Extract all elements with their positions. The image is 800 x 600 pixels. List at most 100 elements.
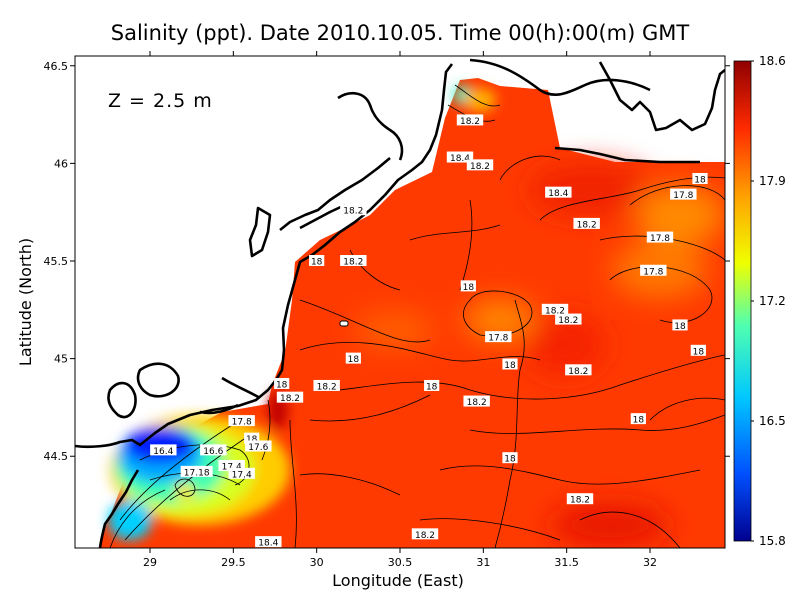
contour-line (261, 399, 271, 461)
danube-delta-arm-1 (199, 403, 239, 415)
chart-title: Salinity (ppt). Date 2010.10.05. Time 00… (111, 21, 690, 45)
contour-label-box (485, 331, 512, 343)
contour-label: 18.4 (450, 154, 470, 164)
contour-label-box (541, 303, 569, 315)
contour-label: 18.2 (570, 496, 590, 506)
contour-label: 17.8 (673, 191, 693, 201)
x-axis: 29 29.5 30 30.5 31 31.5 32 (143, 51, 657, 569)
razelm-lagoon (107, 381, 137, 419)
contour-label: 17.8 (643, 267, 663, 277)
contour-label-box (309, 255, 325, 266)
contour-label-box (460, 280, 476, 292)
contour-label: 18.2 (343, 207, 363, 217)
y-tick-label: 46.5 (44, 60, 69, 73)
contour-label-box (228, 415, 255, 427)
plot-area (75, 56, 725, 548)
contour-label-box (502, 358, 518, 370)
danube-delta-arm-2 (221, 376, 261, 400)
contour-label: 17.4 (232, 470, 252, 480)
colorbar: 15.8 16.5 17.2 17.9 18.6 (733, 54, 786, 548)
contour-line (124, 434, 251, 541)
kherson-coast (469, 58, 651, 96)
contour-label-box (646, 231, 674, 243)
contour-line (309, 394, 431, 422)
contour-label: 18.4 (258, 539, 278, 549)
contour-label: 17.8 (650, 234, 670, 244)
coastline-main (75, 63, 454, 449)
x-tick-label: 29.5 (221, 556, 246, 569)
tiny-island (339, 320, 349, 327)
contour-line (499, 155, 561, 181)
contour-label: 18 (463, 283, 475, 293)
lake-sasyk (248, 206, 272, 258)
x-tick-label: 30 (310, 556, 324, 569)
contour-label: 18 (504, 455, 516, 465)
x-tick-label: 31 (476, 556, 490, 569)
contour-label: 17.6 (248, 443, 268, 453)
y-tick-label: 45 (54, 353, 68, 366)
contour-label-box (150, 444, 177, 456)
contour-line (454, 84, 501, 107)
contour-label: 18.4 (548, 189, 568, 199)
contour-label-box (228, 467, 255, 479)
contour-label: 18.2 (460, 117, 480, 127)
contour-label-box (218, 460, 245, 471)
inland-coast-1 (279, 157, 391, 232)
contour-line (609, 266, 713, 324)
colorbar-tick-label: 17.2 (759, 294, 786, 308)
contour-line (469, 414, 725, 434)
contour-label-box (345, 352, 361, 364)
contour-label: 18.2 (415, 531, 435, 541)
contour-label-box (274, 378, 290, 389)
contour-label-box (200, 444, 227, 456)
contour-label-box (411, 528, 439, 540)
contour-line (494, 299, 525, 548)
colorbar-tick-label: 16.5 (759, 414, 786, 428)
contour-line (109, 489, 166, 548)
contour-label: 17.8 (488, 334, 508, 344)
x-tick-label: 29 (143, 556, 157, 569)
contour-line (439, 465, 701, 485)
patch-warm-central (525, 315, 605, 375)
contour-label-box (424, 379, 440, 391)
y-axis: 44.5 45 45.5 46 46.5 (44, 60, 730, 463)
contour-line (119, 419, 241, 521)
contour-label-box (313, 379, 340, 391)
contour-label-box (566, 493, 594, 505)
colorbar-tick-label: 17.9 (759, 174, 786, 188)
dniester-liman (337, 91, 404, 161)
contour-label: 18.2 (317, 382, 337, 392)
land-boundaries (75, 58, 725, 548)
contour-label-box (340, 255, 367, 266)
contour-label-box (640, 264, 667, 276)
contour-label: 16.6 (203, 447, 223, 457)
contour-label: 17.4 (222, 463, 242, 473)
depth-label: Z = 2.5 m (108, 90, 213, 112)
patch-fresh-east-1 (635, 185, 725, 245)
contour-label-box (255, 536, 282, 548)
contour-line (419, 518, 561, 541)
contour-line (299, 342, 541, 362)
contour-line (169, 489, 231, 501)
contour-line (629, 185, 725, 206)
contour-label: 18 (693, 347, 705, 357)
dniester-plume-yellow (464, 88, 496, 112)
contour-label: 18 (674, 322, 686, 332)
contour-label-box (672, 319, 688, 331)
contour-label: 18 (246, 435, 258, 445)
y-axis-label: Latitude (North) (16, 238, 35, 366)
contour-label-box (466, 159, 494, 171)
patch-warm-northeast (530, 165, 650, 215)
contour-label-box (463, 395, 490, 407)
tendra-spit (554, 146, 700, 164)
contour-label: 18 (276, 381, 288, 391)
contour-label: 17.8 (232, 418, 252, 428)
contour-label: 18 (311, 258, 323, 268)
contour-label: 18.2 (280, 394, 300, 404)
contour-line (579, 511, 681, 548)
contour-labels: 18.2 18.4 18.2 18 18.4 17.8 18.2 18.2 17.8 18 18.2… (150, 114, 708, 549)
contour-label-box (180, 465, 213, 477)
contour-label-box (446, 151, 474, 163)
coastline-south (98, 469, 140, 548)
